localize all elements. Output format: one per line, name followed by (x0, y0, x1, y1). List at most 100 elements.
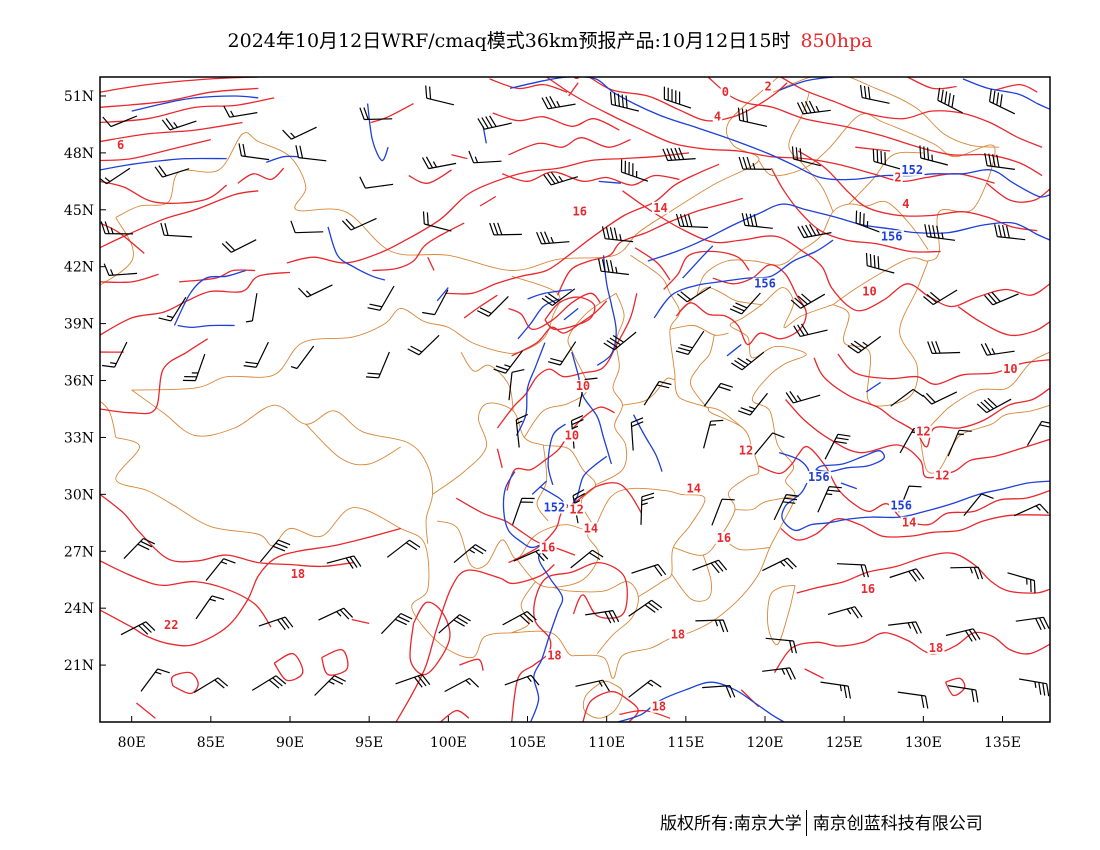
wind-barb (731, 351, 765, 371)
isotherm-label: 18 (929, 641, 943, 655)
copyright-divider (805, 810, 807, 836)
isotherm-label: 12 (569, 502, 583, 516)
wind-barb (897, 691, 929, 709)
lon-tick-label: 100E (430, 735, 467, 751)
lon-tick-label: 135E (984, 735, 1021, 751)
isotherm-line (489, 78, 568, 93)
wind-barb (425, 85, 455, 106)
isotherm-label-bg (162, 619, 180, 632)
lon-tick-label: 90E (276, 735, 304, 751)
isotherm-label-bg (720, 86, 731, 99)
wind-barb (585, 610, 620, 624)
height-contour-line (530, 545, 564, 722)
map-axes: 80E 85E 90E 95E 100E 105E 110E 115E 120E 125E 130E… (64, 89, 1021, 751)
wind-barb (628, 679, 662, 698)
lon-tick-label: 110E (588, 735, 625, 751)
isotherm-label: 16 (541, 540, 555, 554)
height-contour-line (815, 450, 885, 473)
wind-barb (246, 293, 258, 323)
isotherm-line (796, 552, 1050, 594)
wind-barb (1015, 616, 1050, 631)
wind-barb (824, 433, 851, 460)
isotherm-line (619, 709, 671, 719)
isotherm-line (237, 167, 285, 184)
height-contour-line (266, 155, 298, 163)
wind-barb (817, 486, 842, 513)
wind-barb (238, 143, 270, 161)
wind-barb (541, 288, 576, 306)
height-contour-line (436, 287, 449, 302)
isotherm-line (994, 83, 1038, 93)
lat-tick-label: 30N (64, 487, 94, 503)
isotherm-line (740, 689, 760, 708)
wind-barb (251, 675, 287, 691)
isotherm-label-bg (539, 541, 557, 554)
wind-barb (737, 107, 768, 127)
wind-barb (161, 118, 197, 131)
height-contour-line (647, 203, 1050, 262)
wind-barb (468, 150, 502, 164)
isotherm-label-bg (763, 80, 773, 93)
isotherm-line (622, 190, 1050, 312)
border-line (131, 389, 433, 544)
wind-barb (976, 397, 1012, 414)
lat-tick-label: 21N (64, 658, 94, 674)
wind-barb (924, 224, 956, 241)
isotherm-line (100, 493, 354, 568)
isotherm-line (568, 82, 579, 97)
lat-tick-label: 36N (64, 374, 94, 390)
isotherm-line (445, 163, 720, 295)
height-contour-label: 152 (544, 501, 566, 515)
wind-barb (543, 171, 578, 186)
isotherm-line (986, 182, 1050, 203)
isotherm-label: 22 (164, 618, 178, 632)
isotherm-line (501, 171, 680, 186)
copyright-right: 南京创蓝科技有限公司 (812, 814, 983, 834)
isotherm-label: 10 (576, 379, 590, 393)
isotherm-line (100, 97, 275, 124)
height-contour-line (327, 226, 386, 281)
isotherm-line (546, 77, 995, 184)
lon-tick-label: 85E (197, 735, 225, 751)
wind-barb (282, 126, 317, 140)
wind-barb (515, 413, 528, 448)
isotherm-label: 12 (916, 425, 930, 439)
height-contour-line (865, 381, 881, 393)
wind-barb (836, 563, 869, 578)
wind-barb (797, 224, 832, 239)
height-contour-label: 152 (901, 163, 923, 177)
wind-barb (609, 91, 639, 112)
border-line (671, 554, 712, 602)
wind-barb (922, 391, 958, 405)
isotherm-line (351, 618, 370, 625)
lon-tick-label: 120E (747, 735, 784, 751)
lat-tick-label: 42N (64, 260, 94, 276)
wind-barb (765, 637, 797, 654)
wind-barb (290, 345, 315, 370)
wind-barb (120, 621, 156, 636)
height-contour-line (131, 95, 259, 112)
wind-barb (508, 369, 525, 401)
height-contour-line (840, 482, 858, 490)
wind-barb (675, 213, 708, 229)
isotherm-label-bg (563, 429, 581, 442)
isotherm-line (459, 658, 484, 672)
border-line (305, 423, 402, 466)
wind-barb (1014, 503, 1049, 517)
isotherm-label: 18 (291, 567, 305, 581)
isotherm-label: 6 (117, 138, 124, 152)
wind-barb (195, 595, 225, 620)
wind-barb (223, 105, 258, 118)
isotherm-label: 16 (573, 205, 587, 219)
wind-barb (773, 494, 799, 521)
wind-barb (536, 231, 570, 245)
isotherm-label-bg (571, 77, 582, 81)
lon-tick-label: 95E (355, 735, 383, 751)
border-line (460, 351, 514, 411)
border-line (516, 530, 600, 588)
wind-barb (796, 100, 831, 115)
isotherm-label-bg (900, 516, 918, 529)
isotherm-label: 4 (714, 110, 721, 124)
wind-barb (620, 159, 649, 182)
